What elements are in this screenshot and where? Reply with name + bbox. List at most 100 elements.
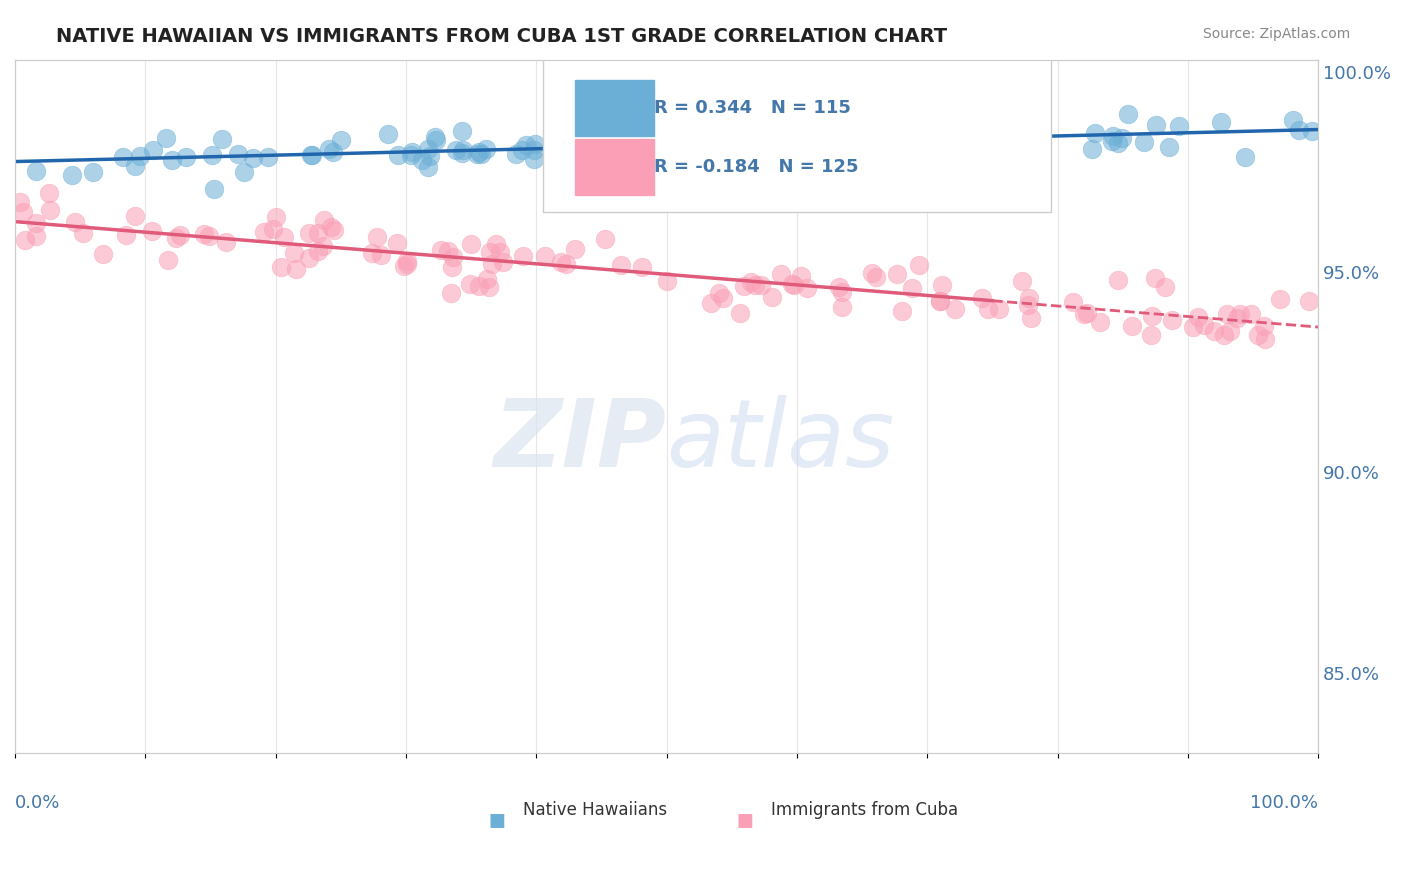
Point bbox=[821, 132, 844, 146]
Point bbox=[564, 243, 586, 257]
Point bbox=[124, 209, 146, 223]
Point bbox=[25, 228, 48, 243]
Point bbox=[728, 306, 751, 320]
Point bbox=[523, 136, 546, 151]
Text: 0.0%: 0.0% bbox=[15, 795, 60, 813]
Point bbox=[1168, 119, 1191, 133]
Point bbox=[253, 225, 276, 239]
Point bbox=[796, 281, 818, 295]
Point bbox=[1288, 122, 1310, 136]
Point bbox=[1140, 327, 1163, 342]
Text: 100.0%: 100.0% bbox=[1250, 795, 1319, 813]
Text: Native Hawaiians: Native Hawaiians bbox=[523, 801, 668, 820]
Point bbox=[174, 150, 197, 164]
Point bbox=[997, 135, 1019, 149]
Point bbox=[1101, 128, 1123, 143]
Point bbox=[155, 130, 177, 145]
Point bbox=[298, 252, 321, 266]
Point bbox=[8, 195, 31, 210]
Text: R = -0.184   N = 125: R = -0.184 N = 125 bbox=[654, 158, 858, 176]
Point bbox=[14, 233, 37, 247]
Point bbox=[468, 279, 491, 293]
Point bbox=[211, 132, 233, 146]
Point bbox=[312, 239, 335, 253]
Point bbox=[458, 277, 481, 291]
Point bbox=[908, 258, 931, 272]
Point bbox=[1133, 135, 1156, 149]
Point bbox=[478, 280, 501, 294]
Point bbox=[883, 115, 905, 129]
Point bbox=[319, 219, 342, 234]
Point bbox=[630, 122, 652, 136]
Point bbox=[575, 136, 598, 150]
Point bbox=[1160, 312, 1182, 326]
Point bbox=[25, 215, 48, 229]
Point bbox=[523, 143, 546, 157]
Point bbox=[901, 281, 924, 295]
Point bbox=[865, 270, 887, 285]
Point bbox=[226, 146, 249, 161]
Point bbox=[298, 226, 321, 240]
Point bbox=[876, 151, 898, 165]
Point bbox=[891, 116, 914, 130]
Point bbox=[987, 301, 1010, 316]
Point bbox=[156, 252, 179, 267]
Point bbox=[284, 262, 307, 277]
Point bbox=[724, 129, 747, 144]
Point bbox=[1254, 333, 1277, 347]
Point bbox=[465, 147, 488, 161]
Point bbox=[419, 149, 441, 163]
Point bbox=[112, 150, 135, 164]
Point bbox=[1153, 279, 1175, 293]
Point bbox=[489, 245, 512, 260]
Point bbox=[515, 138, 537, 153]
Point bbox=[931, 277, 953, 292]
Point bbox=[886, 267, 908, 281]
Point bbox=[866, 141, 889, 155]
Point bbox=[818, 145, 841, 159]
Point bbox=[470, 146, 492, 161]
Point bbox=[905, 135, 928, 149]
Point bbox=[1144, 270, 1167, 285]
Point bbox=[1101, 135, 1123, 149]
Point bbox=[505, 147, 527, 161]
Point bbox=[72, 226, 94, 240]
Point bbox=[790, 115, 813, 129]
Point bbox=[707, 286, 730, 301]
Point bbox=[1088, 315, 1111, 329]
Point bbox=[831, 300, 853, 314]
Point bbox=[827, 280, 849, 294]
Point bbox=[1215, 307, 1237, 321]
Point bbox=[283, 245, 305, 260]
Point bbox=[204, 182, 226, 196]
Point bbox=[401, 145, 423, 159]
Point bbox=[946, 139, 969, 153]
Point bbox=[873, 136, 896, 151]
Text: ZIP: ZIP bbox=[494, 395, 666, 487]
Point bbox=[360, 245, 382, 260]
Point bbox=[38, 203, 60, 218]
Point bbox=[1240, 308, 1263, 322]
Point bbox=[387, 148, 409, 162]
Point bbox=[905, 116, 928, 130]
Point bbox=[610, 259, 633, 273]
Point bbox=[789, 268, 811, 283]
Point bbox=[307, 226, 329, 240]
Point bbox=[1018, 291, 1040, 305]
Point bbox=[558, 136, 581, 151]
Point bbox=[922, 157, 945, 171]
Point bbox=[1282, 113, 1305, 128]
Point bbox=[544, 151, 567, 165]
Point bbox=[141, 224, 163, 238]
Point bbox=[910, 124, 932, 138]
Point bbox=[392, 259, 415, 273]
Point bbox=[322, 145, 344, 159]
Point bbox=[769, 267, 792, 281]
Point bbox=[1247, 328, 1270, 343]
Text: ▪: ▪ bbox=[488, 805, 506, 833]
Point bbox=[475, 142, 498, 156]
Point bbox=[749, 278, 772, 293]
FancyBboxPatch shape bbox=[543, 53, 1052, 212]
Point bbox=[1111, 131, 1133, 145]
Point bbox=[437, 244, 460, 259]
